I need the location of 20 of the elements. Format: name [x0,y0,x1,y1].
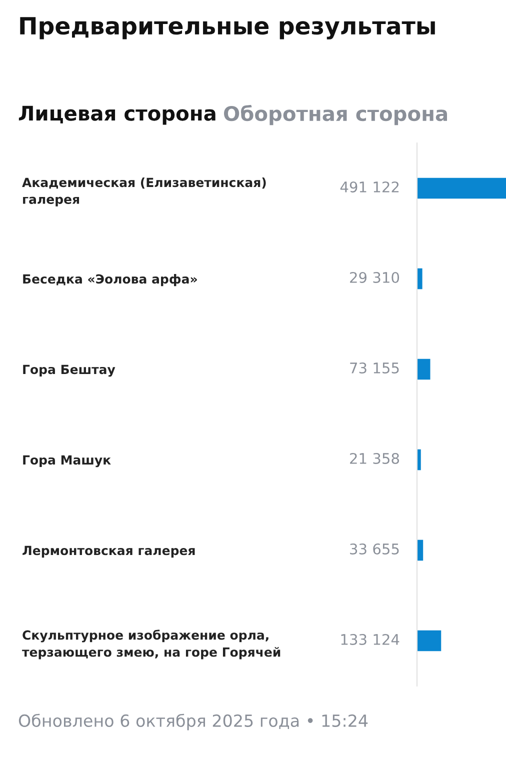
y-tick-label: Академическая (Елизаветинская) галерея [22,177,266,206]
text: Оборотная сторона [224,104,448,126]
data-label: 73 155 [350,362,399,374]
y-tick-label: Беседка «Эолова арфа» [23,274,197,286]
data-label: 33 655 [350,543,399,554]
bar [417,178,506,199]
y-tick-label: Лермонтовская галерея [22,546,195,558]
text: Предварительные результаты [20,17,435,40]
text: Лицевая сторона [18,106,216,125]
text: Обновлено 6 октября 2025 года • 15:24 [18,714,368,730]
y-tick-label: Гора Машук [23,455,111,468]
data-label: 21 358 [350,452,399,464]
y-tick-label: Гора Бештау [23,364,116,377]
bar [417,268,422,290]
bar [417,630,442,652]
data-label: 29 310 [350,272,400,283]
data-label: 491 122 [340,181,399,192]
bar [417,358,430,380]
data-label: 133 124 [341,634,400,645]
y-tick-label: Скульптурное изображение орла, терзающего змею, на горе Горячей [22,630,280,660]
